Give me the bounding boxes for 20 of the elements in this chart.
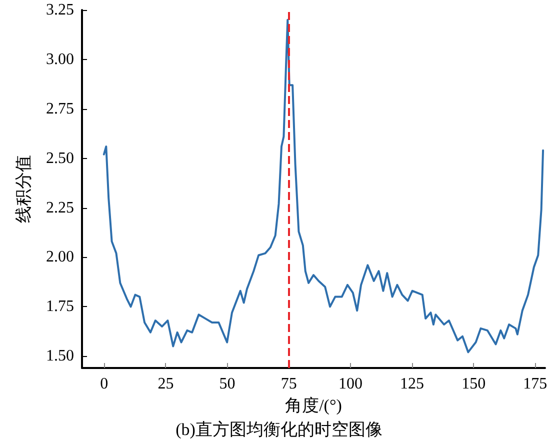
- y-tick-label: 3.00: [46, 50, 74, 68]
- y-axis-title: 线积分值: [14, 155, 33, 223]
- y-tick-label: 2.75: [46, 100, 74, 118]
- x-tick-label: 25: [158, 376, 174, 392]
- x-tick-label: 75: [280, 376, 297, 392]
- y-tick-label: 3.25: [46, 2, 74, 18]
- line-series: [102, 18, 544, 354]
- x-tick-label: 150: [462, 376, 486, 392]
- x-tick-label: 50: [219, 376, 236, 392]
- x-tick-label: 125: [400, 376, 424, 392]
- x-tick-label: 0: [100, 376, 108, 392]
- y-tick-label: 2.00: [46, 248, 74, 266]
- y-tick-label: 1.75: [46, 298, 74, 316]
- y-tick-label: 1.50: [46, 348, 74, 365]
- x-axis-title: 角度/(°): [285, 396, 342, 415]
- y-tick-label: 2.25: [46, 199, 74, 216]
- y-tick-label: 2.50: [46, 150, 74, 167]
- x-tick-label: 100: [338, 376, 362, 392]
- text: (b)直方图均衡化的时空图像: [176, 420, 382, 439]
- x-tick-label: 175: [523, 376, 548, 392]
